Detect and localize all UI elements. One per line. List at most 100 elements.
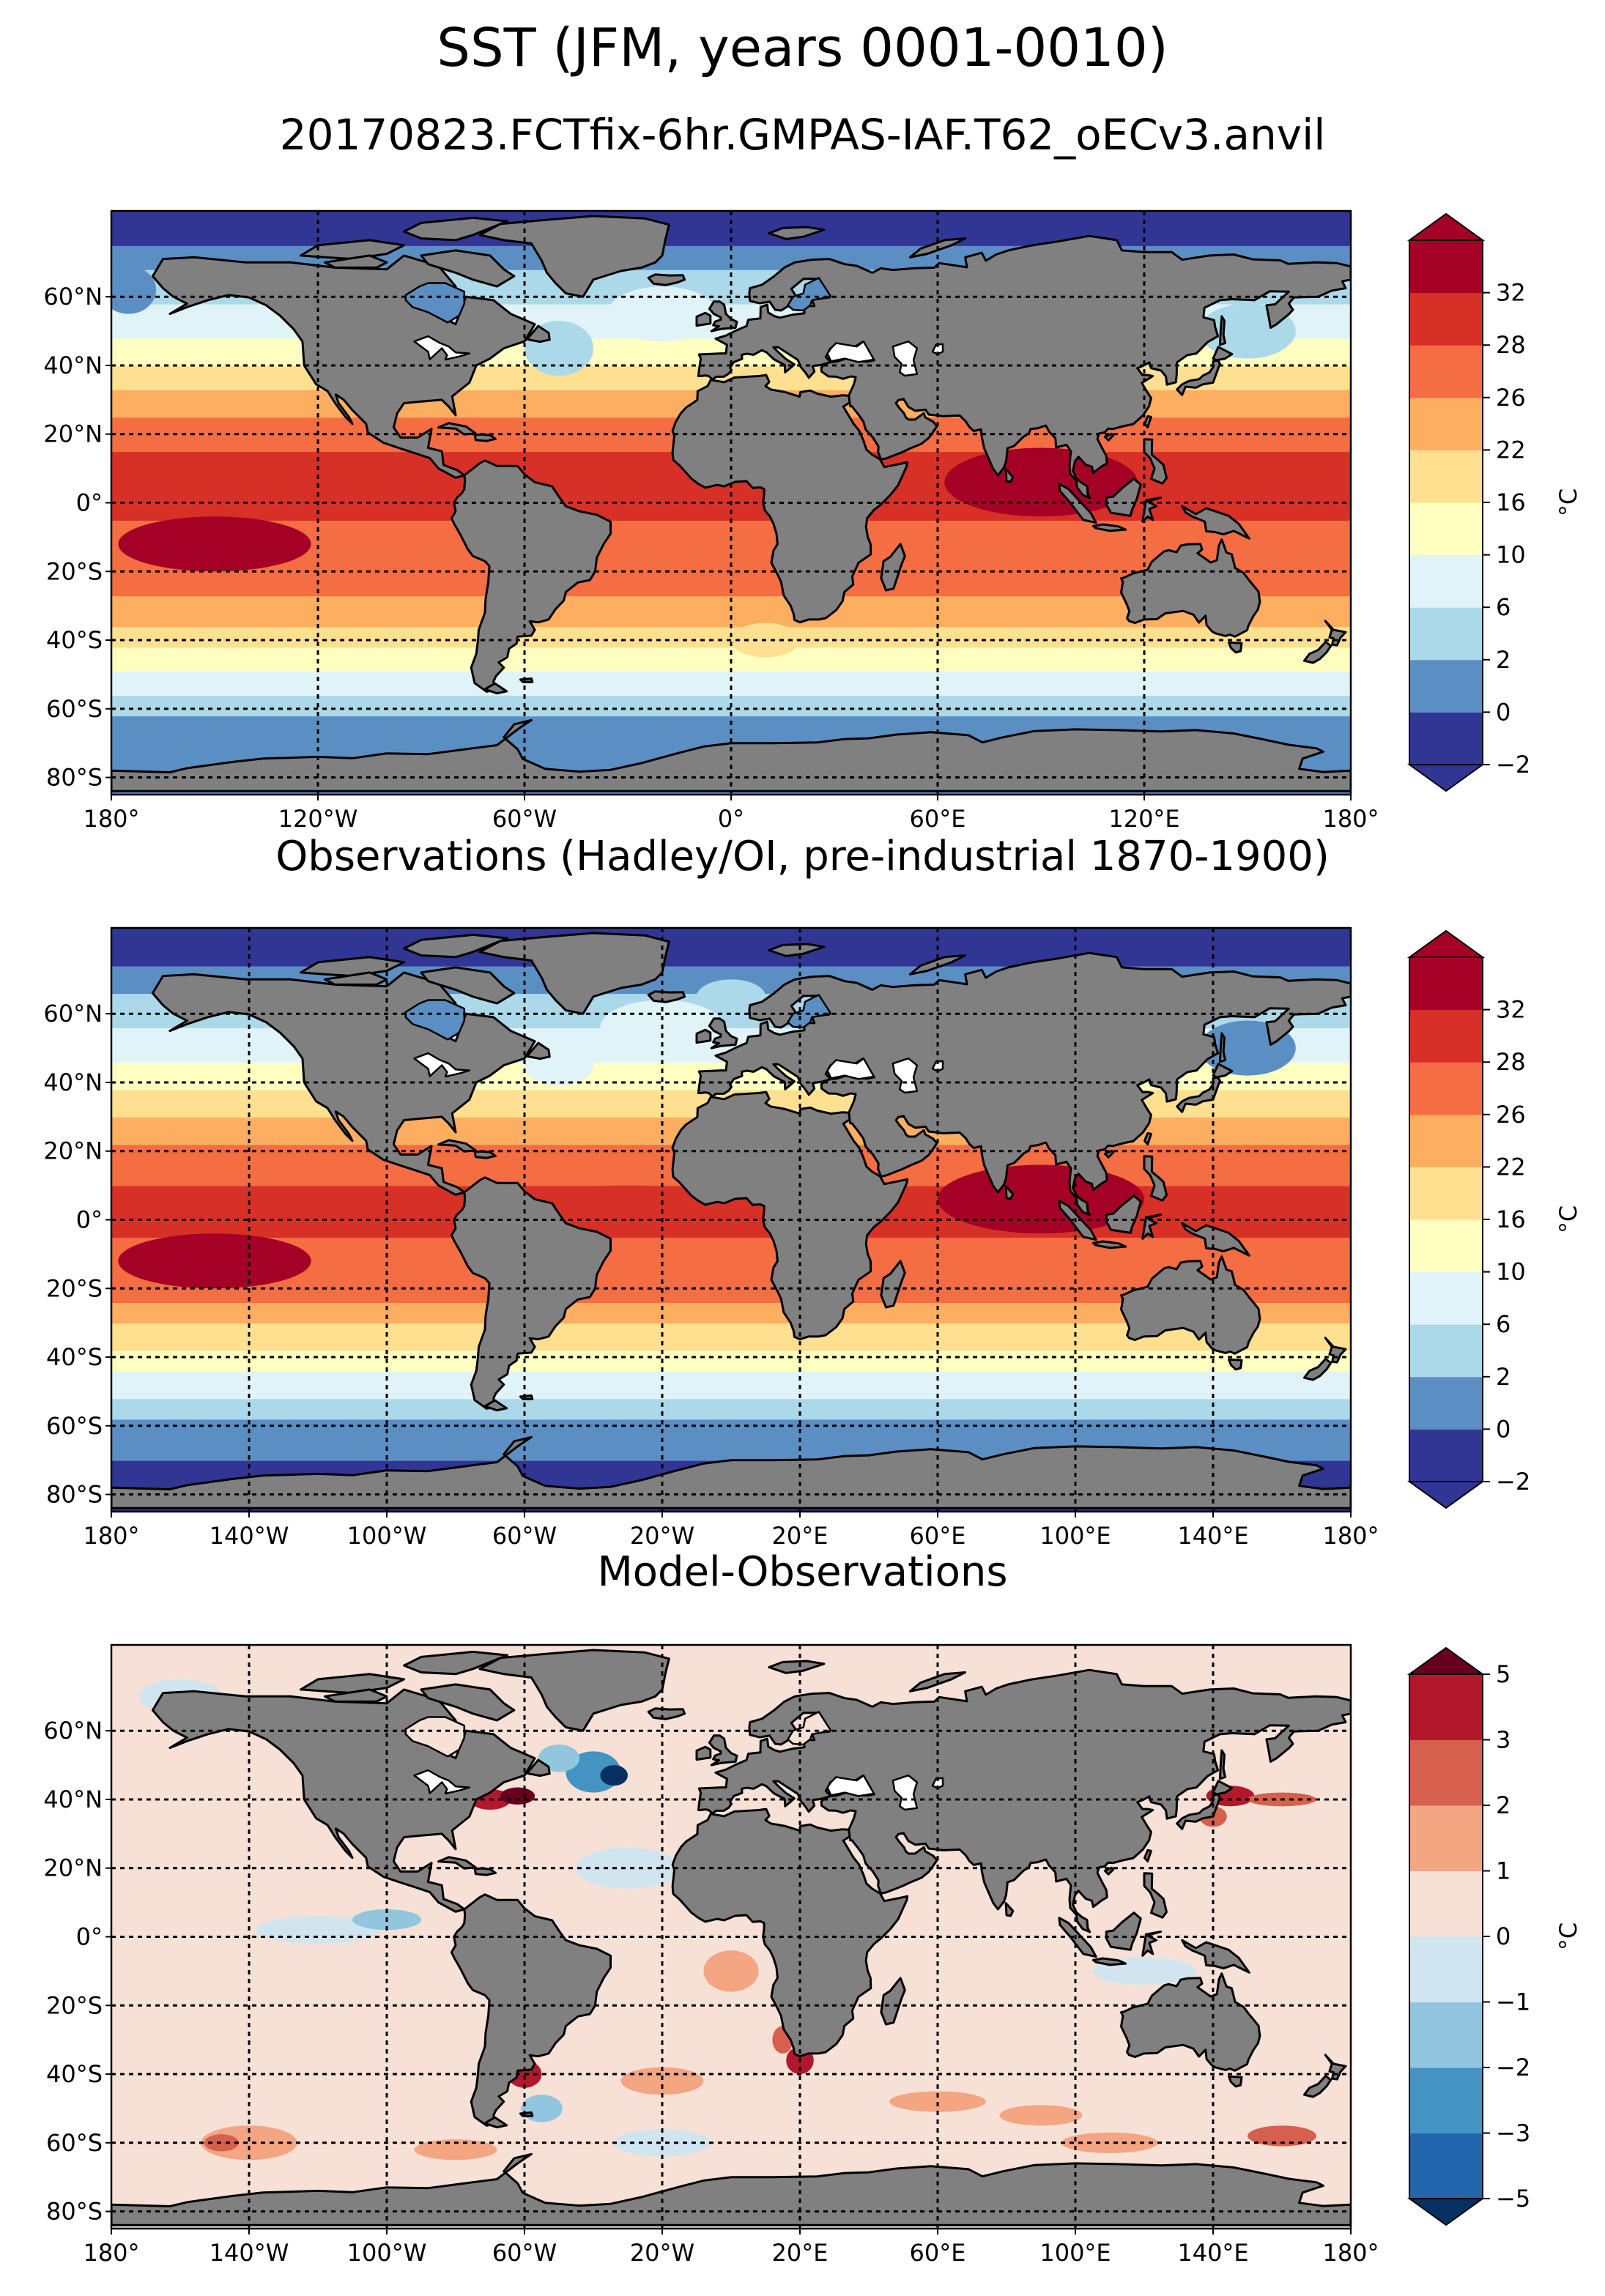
colorbar-segment: [1409, 1324, 1483, 1378]
island-sulawesi: [1141, 497, 1163, 523]
island-great-britain: [708, 300, 738, 332]
colorbar-extend-low: [1406, 2198, 1486, 2226]
continent-antarctica: [111, 2152, 1351, 2226]
colorbar-tick-label: 2: [1496, 1791, 1511, 1819]
island-madagascar: [880, 1977, 906, 2026]
colorbar-tick-label: −2: [1496, 2054, 1530, 2081]
inland-water-baltic-gulf: [787, 277, 832, 312]
island-tasmania: [1228, 2075, 1243, 2088]
figure-title: SST (JFM, years 0001-0010): [437, 17, 1168, 78]
colorbar-tick-label: 0: [1496, 1415, 1511, 1443]
colorbar-tick-label: 6: [1496, 593, 1511, 621]
y-tick-label: 80°S: [46, 764, 103, 792]
island-ellesmere-island: [403, 933, 508, 959]
colorbar-extend-low: [1406, 1481, 1486, 1509]
colorbar-tick-label: 26: [1496, 384, 1526, 412]
inland-water-baltic-gulf: [787, 1711, 832, 1746]
colorbar-segment: [1409, 659, 1483, 713]
y-tick-label: 40°S: [46, 1343, 103, 1371]
y-tick-label: 80°S: [46, 2198, 103, 2226]
x-tick-label: 20°W: [630, 2239, 694, 2267]
field-anomaly-20: [703, 1950, 759, 1992]
sst-band-3: [111, 671, 1351, 696]
x-tick-label: 60°W: [492, 1522, 557, 1550]
island-madagascar: [880, 543, 906, 592]
colorbar-segment: [1409, 1219, 1483, 1273]
colorbar-tick-label: 3: [1496, 1726, 1511, 1754]
continent-greenland: [478, 932, 670, 1015]
colorbar-tick-label: 6: [1496, 1310, 1511, 1338]
island-iceland: [647, 273, 686, 286]
field-anomaly-11: [204, 2134, 239, 2152]
island-victoria-island: [323, 971, 388, 986]
island-ireland: [695, 1028, 712, 1044]
island-hokkaido: [1212, 1063, 1234, 1079]
y-tick-label: 40°N: [43, 352, 103, 379]
land-masses: [111, 1649, 1351, 2226]
colorbar-segment: [1409, 1062, 1483, 1115]
continent-africa: [671, 1091, 909, 1341]
figure-subtitle: 20170823.FCTfix-6hr.GMPAS-IAF.T62_oECv3.…: [279, 110, 1326, 160]
inland-water-great-lakes: [413, 335, 471, 361]
island-svalbard: [768, 226, 826, 240]
field-anomaly-26: [614, 2129, 711, 2157]
island-new-zealand-south: [1303, 2074, 1332, 2098]
colorbar-tick-label: 1: [1496, 1857, 1511, 1885]
continent-south-america: [450, 459, 612, 693]
y-tick-label: 60°S: [46, 2129, 103, 2157]
x-tick-label: 60°W: [492, 2239, 557, 2267]
island-taiwan: [1143, 415, 1152, 428]
y-tick-label: 80°S: [46, 1481, 103, 1509]
inland-water-great-lakes: [413, 1769, 471, 1795]
island-victoria-island: [323, 1688, 388, 1703]
colorbar-segment: [1409, 957, 1483, 1011]
colorbar-tick-label: 5: [1496, 1660, 1511, 1688]
colorbar-segment: [1409, 292, 1483, 346]
continent-africa: [671, 1808, 909, 2058]
x-tick-label: 100°W: [347, 1522, 427, 1550]
colorbar-tick-label: 32: [1496, 279, 1526, 307]
y-tick-label: 20°N: [43, 1854, 103, 1882]
colorbar-tick-label: 16: [1496, 1205, 1526, 1233]
colorbar-segment: [1409, 1936, 1483, 2002]
island-ireland: [695, 1745, 712, 1761]
continent-south-america: [450, 1893, 612, 2127]
continent-australia: [1120, 1255, 1261, 1355]
y-tick-label: 0°: [76, 1923, 103, 1951]
island-iceland: [647, 990, 686, 1003]
x-tick-label: 180°: [1322, 805, 1379, 833]
colorbar-segment: [1409, 2067, 1483, 2133]
continent-australia: [1120, 1972, 1261, 2072]
island-new-guinea: [1181, 1939, 1250, 1974]
island-new-zealand-north: [1324, 1337, 1347, 1364]
y-tick-label: 60°N: [43, 1717, 103, 1745]
island-borneo: [1105, 1195, 1142, 1234]
island-newfoundland: [525, 1758, 551, 1777]
colorbar-segment: [1409, 1376, 1483, 1430]
continent-antarctica: [111, 1435, 1351, 1509]
colorbar-tick-label: 16: [1496, 488, 1526, 516]
inland-water-great-lakes: [413, 1052, 471, 1078]
island-ellesmere-island: [403, 1650, 508, 1676]
island-falklands: [519, 677, 534, 683]
colorbar-segment: [1409, 1429, 1483, 1482]
field-anomaly-27: [1061, 2132, 1158, 2153]
island-baffin-island: [420, 966, 516, 1005]
colorbar-segment: [1409, 1114, 1483, 1167]
x-tick-label: 60°W: [492, 805, 557, 833]
continent-africa: [671, 374, 909, 624]
inland-water-black-sea: [826, 1057, 875, 1080]
island-hainan: [1103, 432, 1115, 442]
x-tick-label: 100°W: [347, 2239, 427, 2267]
island-falklands: [519, 1394, 534, 1400]
island-sakhalin: [1218, 1749, 1226, 1780]
island-sulawesi: [1141, 1214, 1163, 1240]
sst-band-2: [111, 1419, 1351, 1441]
x-tick-label: 140°E: [1177, 1522, 1248, 1550]
field-anomaly-16: [889, 2091, 986, 2112]
x-tick-label: 120°E: [1108, 805, 1179, 833]
field-anomaly-3: [600, 1765, 628, 1786]
island-svalbard: [768, 943, 826, 957]
x-tick-label: 100°E: [1039, 2239, 1111, 2267]
